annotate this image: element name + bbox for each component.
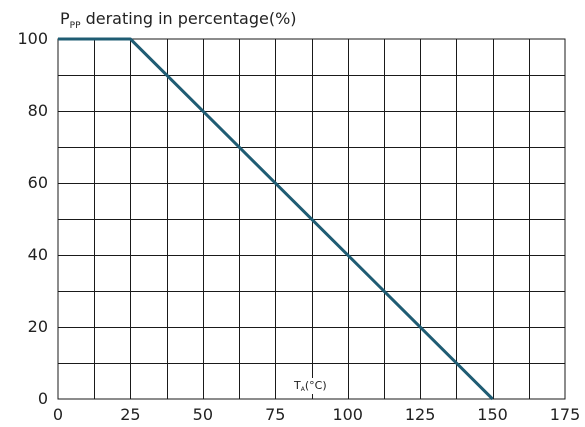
x-tick-label-25: 25	[120, 405, 140, 424]
chart-title-subscript: PP	[70, 21, 81, 31]
x-tick-label-125: 125	[405, 405, 436, 424]
y-tick-label-20: 20	[28, 317, 48, 336]
chart-title-main: P	[60, 9, 70, 28]
series-layer	[58, 37, 494, 401]
chart-title-rest: derating in percentage(%)	[81, 9, 297, 28]
x-tick-label-0: 0	[53, 405, 63, 424]
x-axis-label-main: T	[293, 379, 301, 392]
x-tick-label-50: 50	[193, 405, 213, 424]
y-tick-label-40: 40	[28, 245, 48, 264]
y-tick-label-60: 60	[28, 173, 48, 192]
x-axis-label-background	[291, 378, 329, 394]
x-tick-label-100: 100	[332, 405, 363, 424]
chart-title: PPP derating in percentage(%)	[60, 9, 297, 31]
x-tick-label-175: 175	[550, 405, 581, 424]
x-axis-label-subscript: A	[301, 386, 306, 393]
y-tick-label-0: 0	[38, 389, 48, 408]
y-tick-labels: 0 20 40 60 80 100	[17, 29, 48, 408]
x-axis-label: TA(°C)	[293, 379, 327, 393]
x-tick-label-150: 150	[477, 405, 508, 424]
x-axis-label-rest: (°C)	[305, 379, 327, 392]
y-tick-label-100: 100	[17, 29, 48, 48]
plot-frame	[57, 38, 566, 400]
series-line-0	[58, 37, 494, 401]
y-tick-label-80: 80	[28, 101, 48, 120]
x-tick-labels: 0 25 50 75 100 125 150 175	[53, 405, 580, 424]
x-tick-label-75: 75	[265, 405, 285, 424]
